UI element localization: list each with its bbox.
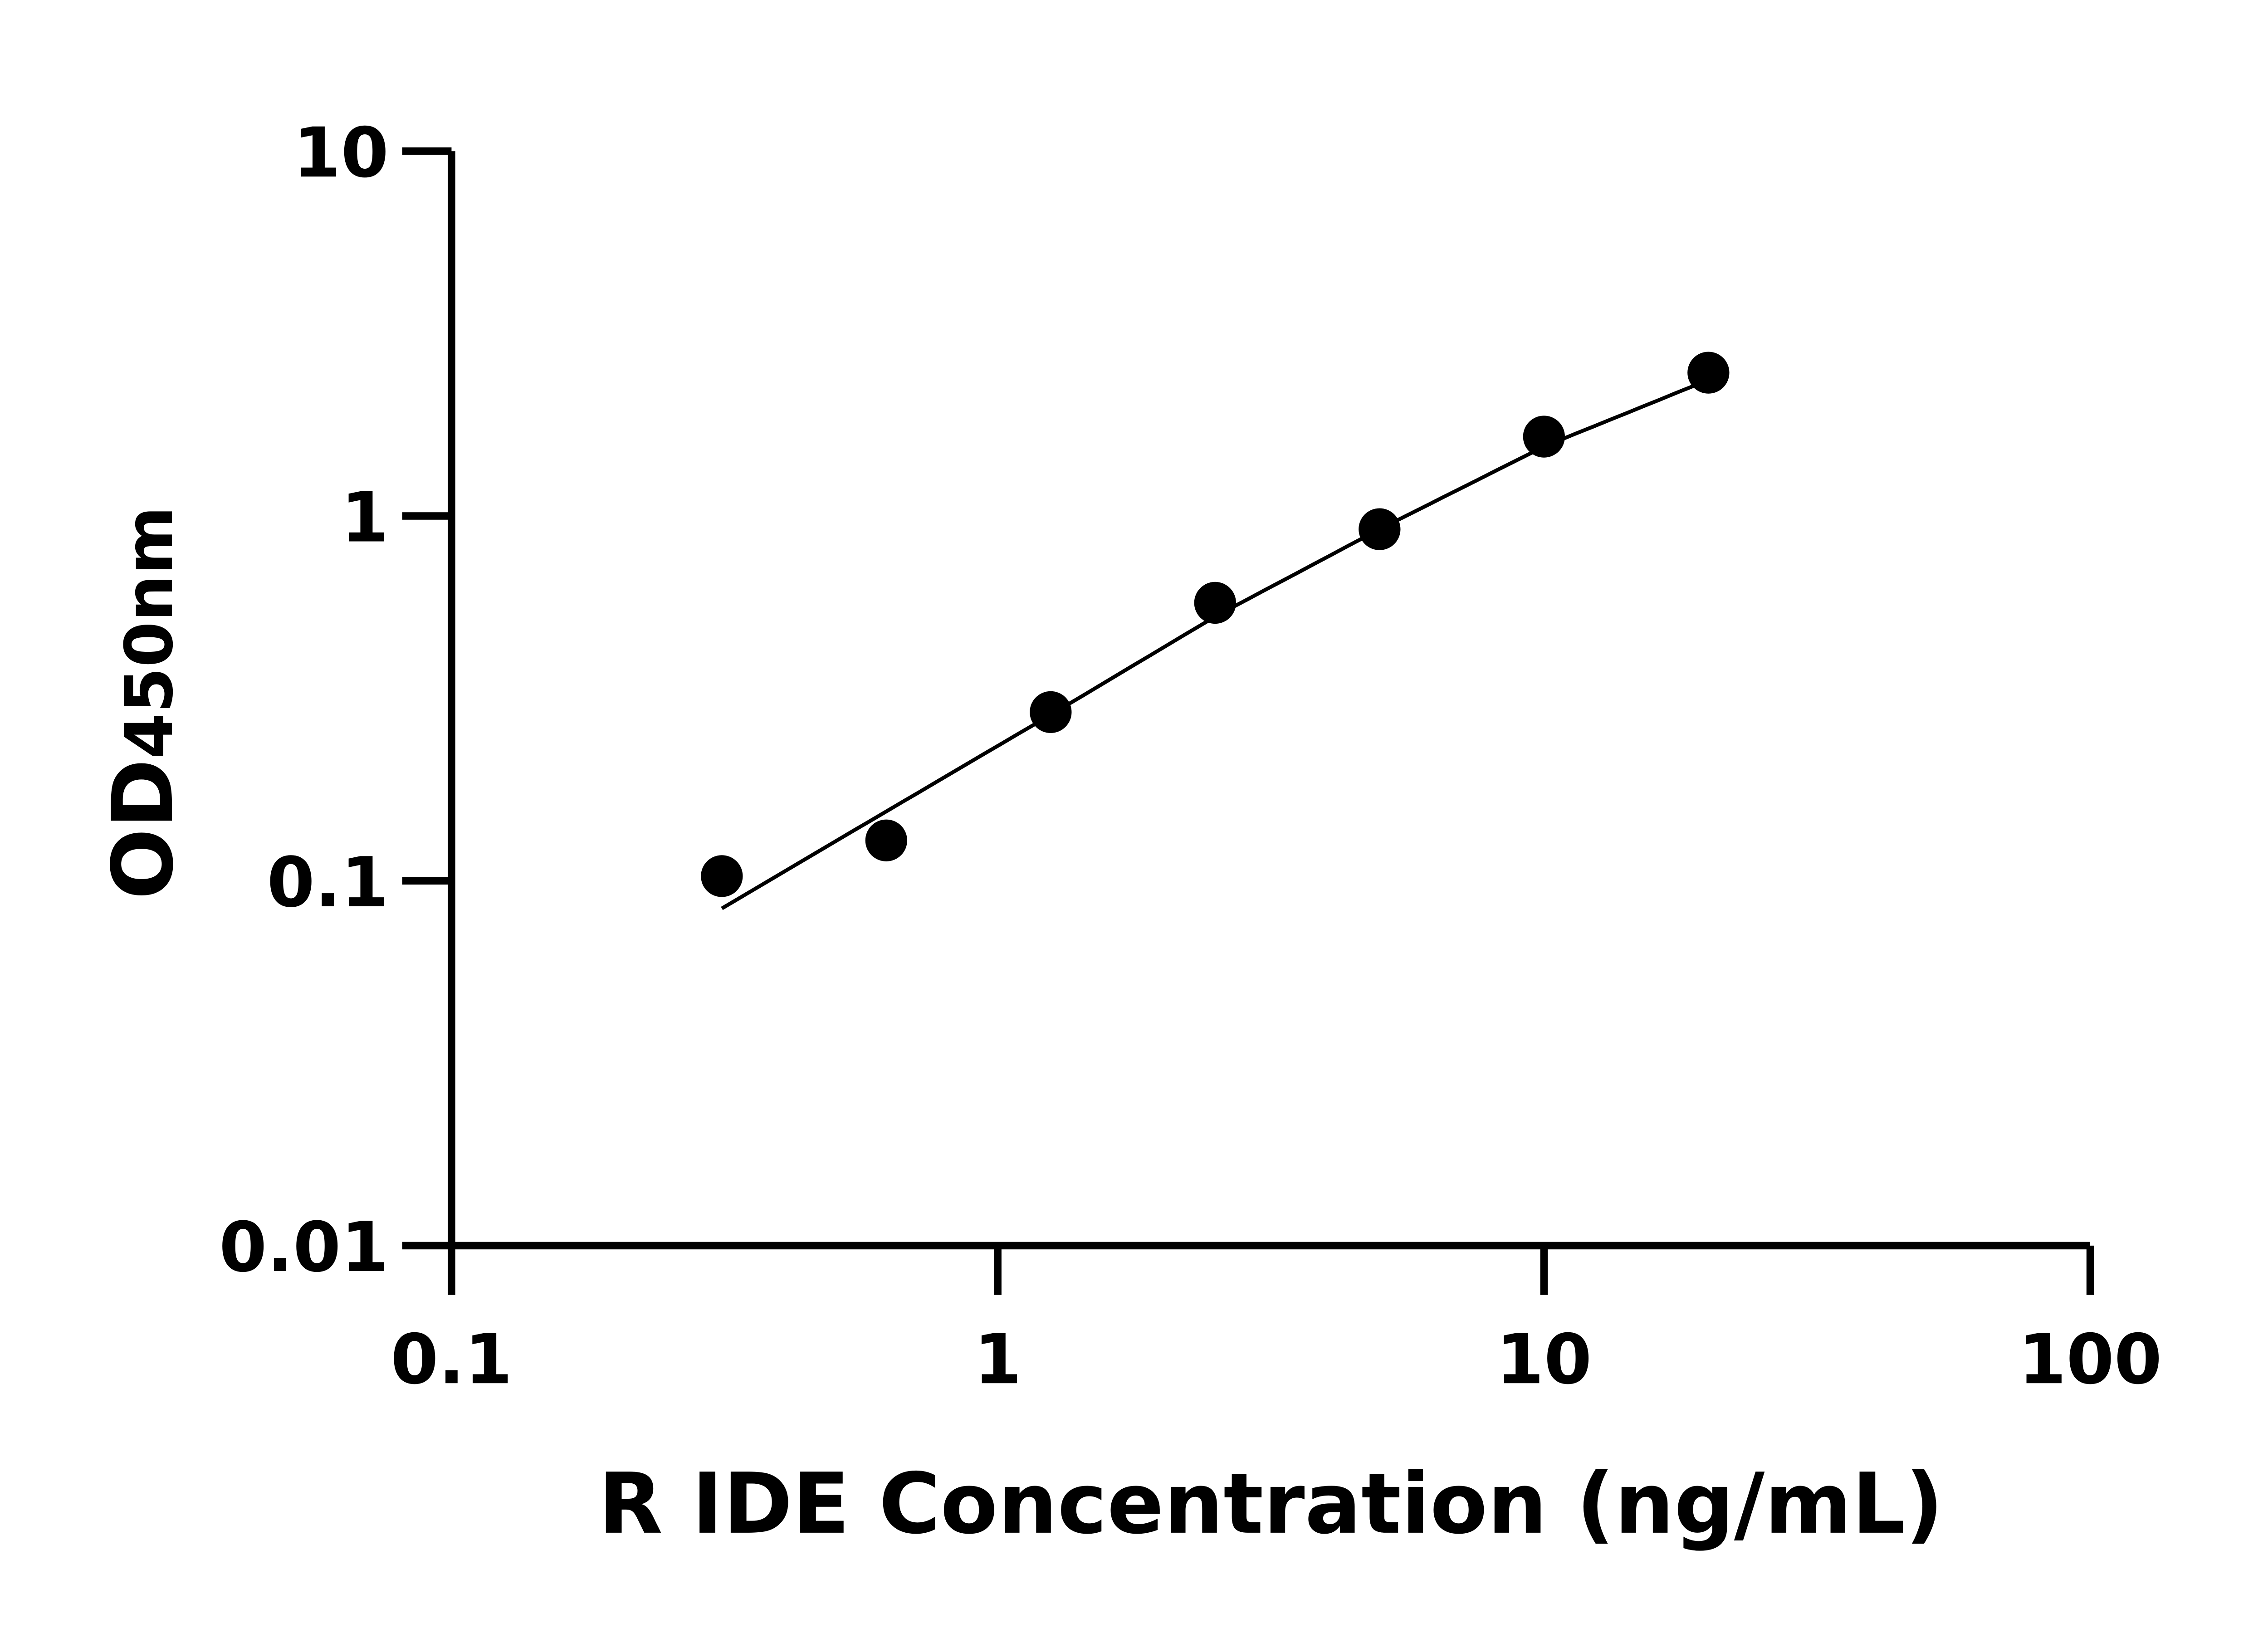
data-point [1030, 691, 1072, 733]
y-tick-label: 0.01 [219, 1207, 389, 1287]
data-point [701, 855, 743, 897]
data-points [701, 352, 1730, 897]
data-point [1687, 352, 1730, 394]
x-tick-label: 10 [1496, 1319, 1592, 1399]
y-axis-label: OD450nm [94, 506, 192, 900]
x-tick-label: 100 [2019, 1319, 2162, 1399]
y-tick-label: 0.1 [267, 842, 389, 923]
data-point [865, 819, 907, 861]
y-axis-label-sub: 450nm [111, 506, 188, 759]
axes [402, 147, 2094, 1295]
data-point [1523, 416, 1565, 458]
data-point [1194, 582, 1236, 624]
y-axis-label-main: OD [94, 759, 192, 900]
x-axis-label: R IDE Concentration (ng/mL) [598, 1455, 1944, 1553]
y-tick-label: 1 [341, 478, 389, 558]
data-point [1359, 508, 1401, 550]
x-tick-label: 0.1 [391, 1319, 513, 1399]
y-tick-label: 10 [293, 112, 389, 193]
x-tick-label: 1 [974, 1319, 1022, 1399]
